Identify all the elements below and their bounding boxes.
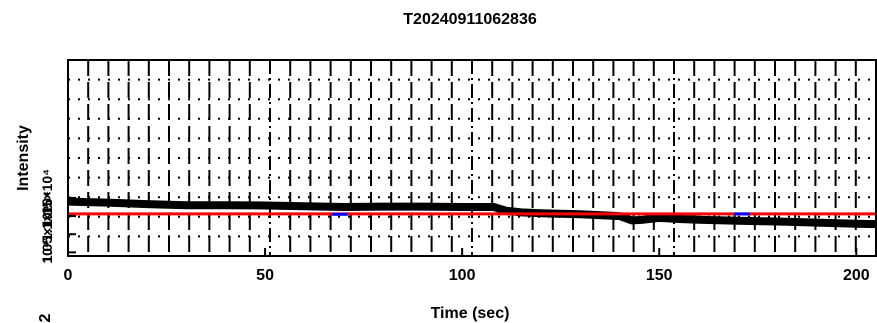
x-tick-label: 100 xyxy=(449,267,476,284)
y-tick-label: 1.05×10⁴ xyxy=(39,205,55,263)
y-tick-label: 1.1×10⁴ xyxy=(39,191,55,241)
plot-frame xyxy=(67,59,877,257)
x-tick-label: 0 xyxy=(64,267,73,284)
grid-lines xyxy=(68,60,876,256)
x-ticks: 0 50 100 150 200 xyxy=(64,248,870,284)
y-tick-label: 1.15×10⁴ xyxy=(39,169,55,227)
series-layer xyxy=(67,197,877,229)
x-axis-label: Time (sec) xyxy=(431,305,510,322)
x-tick-label: 200 xyxy=(843,267,870,284)
y-axis-label: Intensity xyxy=(15,125,32,191)
x-tick-label: 150 xyxy=(646,267,673,284)
clipped-label-fragment: 2 xyxy=(37,313,54,322)
y-tick-label: 10⁴ xyxy=(39,241,55,264)
x-tick-label: 50 xyxy=(256,267,274,284)
chart-title: T20240911062836 xyxy=(403,11,537,28)
